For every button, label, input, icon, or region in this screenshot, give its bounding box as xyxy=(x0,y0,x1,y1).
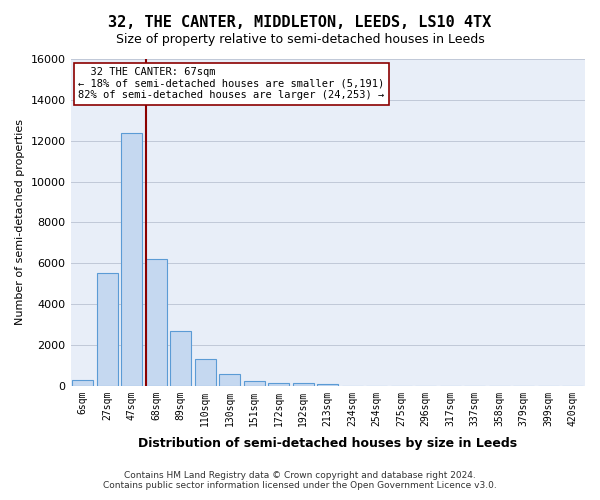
Text: 32 THE CANTER: 67sqm
← 18% of semi-detached houses are smaller (5,191)
82% of se: 32 THE CANTER: 67sqm ← 18% of semi-detac… xyxy=(78,67,385,100)
Bar xyxy=(220,374,240,386)
Text: 32, THE CANTER, MIDDLETON, LEEDS, LS10 4TX: 32, THE CANTER, MIDDLETON, LEEDS, LS10 4… xyxy=(109,15,491,30)
Bar xyxy=(97,274,118,386)
X-axis label: Distribution of semi-detached houses by size in Leeds: Distribution of semi-detached houses by … xyxy=(138,437,517,450)
Text: Contains HM Land Registry data © Crown copyright and database right 2024.
Contai: Contains HM Land Registry data © Crown c… xyxy=(103,470,497,490)
Bar xyxy=(268,382,289,386)
Y-axis label: Number of semi-detached properties: Number of semi-detached properties xyxy=(15,120,25,326)
Bar xyxy=(244,380,265,386)
Bar xyxy=(293,382,314,386)
Bar xyxy=(121,132,142,386)
Bar xyxy=(146,259,167,386)
Bar xyxy=(195,359,215,386)
Bar xyxy=(317,384,338,386)
Text: Size of property relative to semi-detached houses in Leeds: Size of property relative to semi-detach… xyxy=(116,32,484,46)
Bar xyxy=(170,330,191,386)
Bar xyxy=(73,380,93,386)
